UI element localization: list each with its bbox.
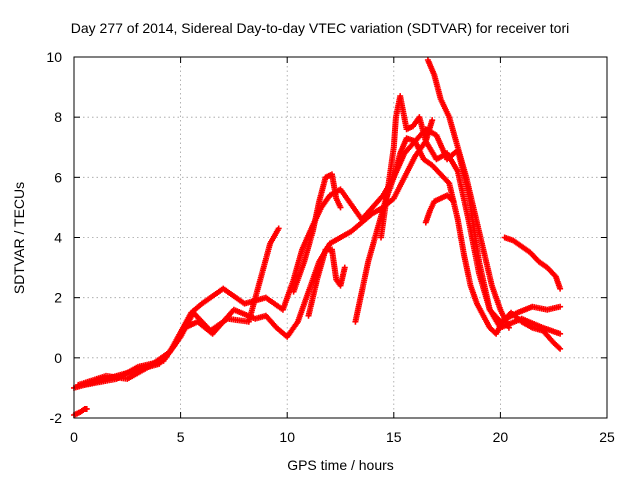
series-track-5 (305, 246, 348, 319)
series-track-7 (378, 93, 436, 241)
data-point (557, 303, 564, 310)
data-point (429, 117, 436, 124)
x-tick-label: 25 (599, 429, 615, 445)
series-track-9 (422, 192, 457, 226)
series-track-4 (290, 171, 344, 295)
x-tick-label: 20 (493, 429, 509, 445)
chart-title: Day 277 of 2014, Sidereal Day-to-day VTE… (70, 20, 570, 36)
x-tick-label: 5 (177, 429, 185, 445)
axes: 0 5 10 15 20 25 -2 0 2 4 6 8 10 (46, 49, 615, 445)
x-tick-label: 15 (386, 429, 402, 445)
data-markers (71, 57, 564, 418)
y-tick-label: 0 (54, 350, 62, 366)
y-tick-label: 6 (54, 169, 62, 185)
data-point (557, 285, 564, 292)
data-point (341, 264, 348, 271)
series-track-3 (81, 225, 282, 388)
series-track-6 (352, 135, 564, 352)
y-tick-label: 8 (54, 109, 62, 125)
y-tick-label: -2 (50, 410, 63, 426)
data-point (337, 204, 344, 211)
data-point (450, 198, 457, 205)
data-point (557, 330, 564, 337)
x-tick-label: 10 (279, 429, 295, 445)
y-tick-label: 2 (54, 290, 62, 306)
data-point (505, 324, 512, 331)
x-axis-label: GPS time / hours (287, 457, 394, 473)
y-tick-label: 4 (54, 230, 62, 246)
series-track-8 (424, 57, 512, 331)
data-point (557, 345, 564, 352)
y-tick-label: 10 (46, 49, 62, 65)
series-track-10 (501, 234, 564, 292)
data-point (275, 225, 282, 232)
y-axis-label: SDTVAR / TECUs (11, 181, 27, 295)
x-tick-label: 0 (70, 429, 78, 445)
data-point (83, 405, 90, 412)
